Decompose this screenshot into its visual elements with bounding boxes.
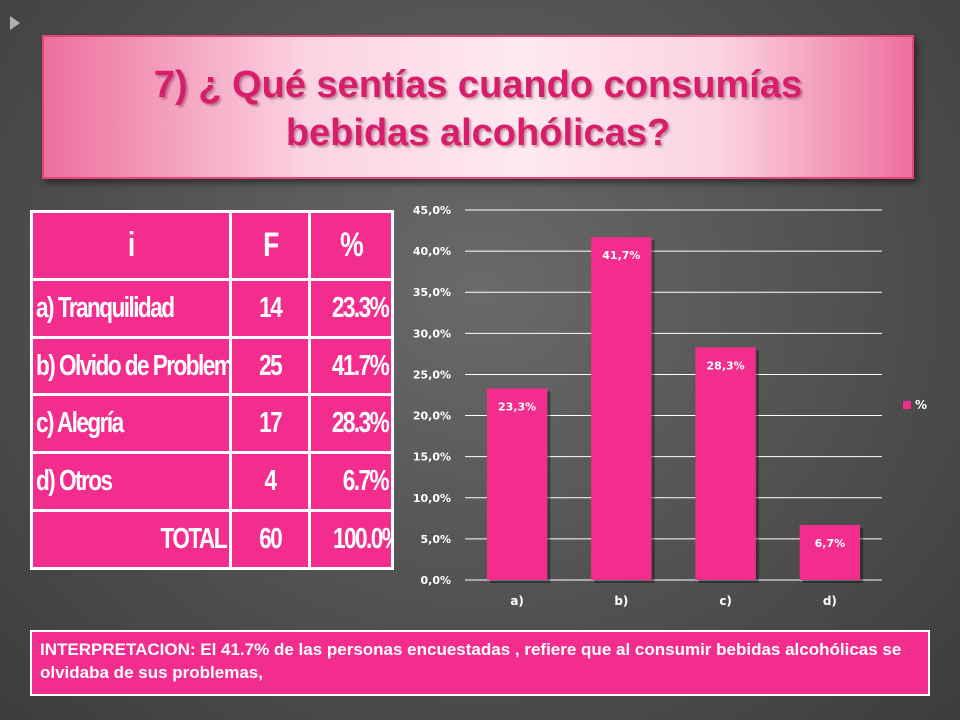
x-tick-label: c) bbox=[719, 594, 732, 608]
bar bbox=[591, 237, 652, 580]
y-tick-label: 20,0% bbox=[413, 410, 451, 423]
bar-chart: 0,0% 5,0% 10,0% 15,0% 20,0% 25,0% 30,0% 35,0% 40… bbox=[413, 204, 927, 608]
slide-bullet-arrow bbox=[10, 16, 20, 30]
table-row: b) Olvido de Problemas 25 41.7% bbox=[33, 338, 391, 394]
table-row: c) Alegría 17 28.3% bbox=[33, 396, 391, 452]
table-row: d) Otros 4 6.7% bbox=[33, 454, 391, 510]
row-frequency: 25 bbox=[232, 338, 308, 394]
y-tick-label: 45,0% bbox=[413, 204, 451, 217]
x-tick-label: a) bbox=[510, 594, 524, 608]
x-tick-label: b) bbox=[614, 594, 628, 608]
row-percent: 41.7% bbox=[311, 338, 391, 394]
y-tick-label: 15,0% bbox=[413, 451, 451, 464]
y-tick-label: 35,0% bbox=[413, 286, 451, 299]
y-tick-label: 5,0% bbox=[420, 533, 451, 546]
row-label: a) Tranquilidad bbox=[33, 280, 229, 336]
table-header-row: i F % bbox=[33, 213, 391, 278]
bar bbox=[486, 388, 548, 580]
data-label: 6,7% bbox=[815, 537, 846, 550]
total-frequency: 60 bbox=[232, 512, 308, 567]
bar bbox=[695, 347, 756, 580]
x-tick-label: d) bbox=[823, 594, 837, 608]
y-tick-label: 0,0% bbox=[420, 574, 451, 587]
row-frequency: 14 bbox=[232, 280, 308, 336]
interpretation-text: INTERPRETACION: El 41.7% de las personas… bbox=[40, 640, 902, 682]
row-percent: 23.3% bbox=[311, 280, 391, 336]
title-banner: 7) ¿ Qué sentías cuando consumías bebida… bbox=[42, 35, 914, 179]
data-label: 41,7% bbox=[602, 249, 640, 262]
row-label: b) Olvido de Problemas bbox=[33, 338, 229, 394]
interpretation-box: INTERPRETACION: El 41.7% de las personas… bbox=[30, 630, 930, 696]
row-label: d) Otros bbox=[33, 454, 229, 510]
bar bbox=[799, 524, 861, 580]
row-label: c) Alegría bbox=[33, 396, 229, 452]
y-tick-label: 40,0% bbox=[413, 245, 451, 258]
frequency-table: i F % a) Tranquilidad 14 23.3% b) Olvido… bbox=[30, 210, 394, 570]
legend-label: % bbox=[915, 398, 927, 412]
row-percent: 28.3% bbox=[311, 396, 391, 452]
y-tick-label: 25,0% bbox=[413, 368, 451, 381]
total-percent: 100.0% bbox=[311, 512, 391, 567]
data-label: 23,3% bbox=[498, 400, 536, 413]
header-cell-f: F bbox=[232, 213, 308, 278]
row-frequency: 17 bbox=[232, 396, 308, 452]
table-total-row: TOTAL 60 100.0% bbox=[33, 512, 391, 567]
total-label: TOTAL bbox=[33, 512, 229, 567]
table-row: a) Tranquilidad 14 23.3% bbox=[33, 280, 391, 336]
row-percent: 6.7% bbox=[311, 454, 391, 510]
y-tick-label: 30,0% bbox=[413, 327, 451, 340]
title-line-2: bebidas alcohólicas? bbox=[285, 112, 671, 154]
header-cell-i: i bbox=[33, 213, 229, 278]
y-tick-label: 10,0% bbox=[413, 492, 451, 505]
header-cell-percent: % bbox=[311, 213, 391, 278]
row-frequency: 4 bbox=[232, 454, 308, 510]
legend-swatch bbox=[903, 401, 911, 409]
slide-title: 7) ¿ Qué sentías cuando consumías bebida… bbox=[44, 61, 912, 157]
title-line-1: 7) ¿ Qué sentías cuando consumías bbox=[153, 64, 803, 106]
data-label: 28,3% bbox=[707, 359, 745, 372]
